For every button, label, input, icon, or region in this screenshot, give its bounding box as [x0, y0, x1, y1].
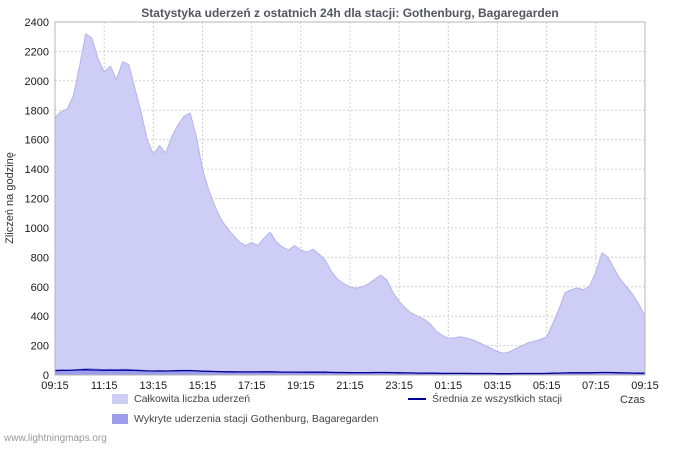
x-axis-label: Czas	[620, 394, 646, 406]
legend-item-average: Średnia ze wszystkich stacji	[408, 392, 562, 406]
x-tick-label: 01:15	[435, 380, 463, 392]
average-line-swatch-icon	[408, 398, 426, 400]
y-tick-label: 600	[31, 282, 49, 294]
y-tick-label: 0	[43, 370, 49, 382]
x-tick-label: 17:15	[238, 380, 266, 392]
x-tick-label: 09:15	[41, 380, 69, 392]
x-tick-label: 23:15	[385, 380, 413, 392]
x-tick-label: 13:15	[140, 380, 168, 392]
legend-label-total: Całkowita liczba uderzeń	[134, 393, 251, 405]
y-tick-label: 1400	[25, 164, 49, 176]
legend-label-average: Średnia ze wszystkich stacji	[432, 393, 563, 405]
y-tick-label: 2000	[25, 76, 49, 88]
y-tick-label: 2400	[25, 17, 49, 29]
y-tick-label: 1600	[25, 135, 49, 147]
station-strikes-swatch-icon	[112, 414, 128, 424]
legend-label-station: Wykryte uderzenia stacji Gothenburg, Bag…	[134, 413, 379, 425]
total-strikes-swatch-icon	[112, 394, 128, 404]
x-tick-label: 21:15	[336, 380, 364, 392]
x-tick-label: 03:15	[484, 380, 512, 392]
x-tick-label: 15:15	[189, 380, 217, 392]
x-tick-label: 05:15	[533, 380, 561, 392]
x-tick-label: 07:15	[582, 380, 610, 392]
x-tick-label: 09:15	[631, 380, 659, 392]
chart-title: Statystyka uderzeń z ostatnich 24h dla s…	[141, 6, 559, 20]
legend-item-station: Wykryte uderzenia stacji Gothenburg, Bag…	[112, 412, 378, 426]
y-tick-label: 2200	[25, 46, 49, 58]
y-tick-label: 1200	[25, 194, 49, 206]
y-tick-label: 200	[31, 341, 49, 353]
line-series	[54, 369, 645, 375]
plot-frame	[54, 21, 646, 376]
area-series	[54, 32, 646, 376]
y-tick-label: 1800	[25, 105, 49, 117]
x-tick-label: 11:15	[91, 380, 118, 392]
y-tick-label: 800	[31, 252, 49, 264]
y-tick-label: 1000	[25, 223, 49, 235]
legend-item-total: Całkowita liczba uderzeń	[112, 392, 250, 406]
axis-tick-labels: 0 200 400 600 800 1000 1200 1400 1600 1800 2000 220…	[25, 17, 659, 392]
y-tick-label: 400	[31, 311, 49, 323]
watermark: www.lightningmaps.org	[4, 433, 107, 444]
x-tick-label: 19:15	[287, 380, 315, 392]
y-axis-label: Zliczeń na godzinę	[4, 152, 16, 244]
series-layers	[54, 32, 646, 376]
